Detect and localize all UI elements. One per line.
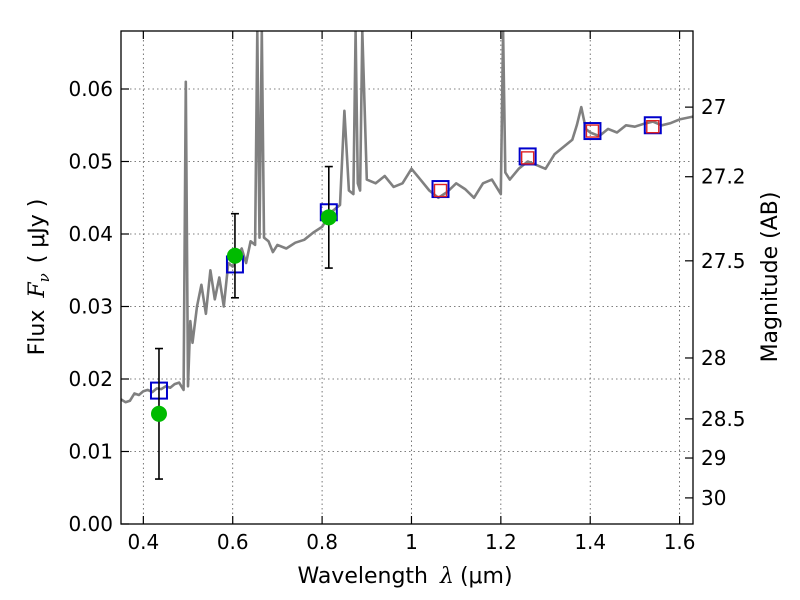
y2-tick-label: 27.5 (701, 249, 746, 273)
nir-square-marker (646, 119, 660, 134)
observed-circle-marker (226, 247, 243, 264)
y-tick-label: 0.02 (68, 367, 113, 391)
x-tick-label: 1 (405, 530, 418, 554)
x-tick-label: 1.6 (664, 530, 696, 554)
nir-square-marker (520, 151, 535, 165)
y2-tick-label: 28.5 (701, 407, 746, 431)
y2-tick-label: 29 (701, 446, 726, 470)
y-tick-label: 0.05 (68, 150, 113, 174)
nir-square-marker (433, 183, 448, 198)
y-tick-label: 0.04 (68, 222, 113, 246)
observed-circle-marker (150, 405, 167, 422)
plot-area (121, 31, 693, 404)
y-axis-title: FluxFν( μJy ) (25, 199, 53, 356)
y-tick-label: 0.00 (68, 512, 113, 536)
plot-frame (120, 30, 694, 525)
markers (149, 116, 662, 480)
model-square-marker (583, 122, 602, 141)
observed-circle-marker (320, 209, 337, 226)
y2-tick-label: 28 (701, 346, 726, 370)
y2-axis-title: Magnitude (AB) (758, 192, 783, 363)
x-tick-label: 0.8 (306, 530, 338, 554)
ticks: 0.4 0.6 0.8 1 1.2 1.4 1.6 0.00 0.01 0.02 0.03 0.04 0… (68, 31, 746, 554)
grid (121, 31, 693, 525)
y-tick-label: 0.06 (68, 77, 113, 101)
x-axis-title: Wavelength λ (μm) (297, 564, 512, 589)
y-tick-label: 0.03 (68, 295, 113, 319)
spectrum-line (121, 31, 693, 404)
y2-tick-label: 27.2 (701, 165, 746, 189)
y2-tick-label: 27 (701, 95, 726, 119)
y-tick-label: 0.01 (68, 440, 113, 464)
x-tick-label: 0.6 (217, 530, 249, 554)
x-tick-label: 1.2 (485, 530, 517, 554)
nir-square-marker (585, 124, 600, 138)
x-tick-label: 0.4 (127, 530, 159, 554)
y2-tick-label: 30 (701, 486, 726, 510)
x-tick-label: 1.4 (574, 530, 606, 554)
